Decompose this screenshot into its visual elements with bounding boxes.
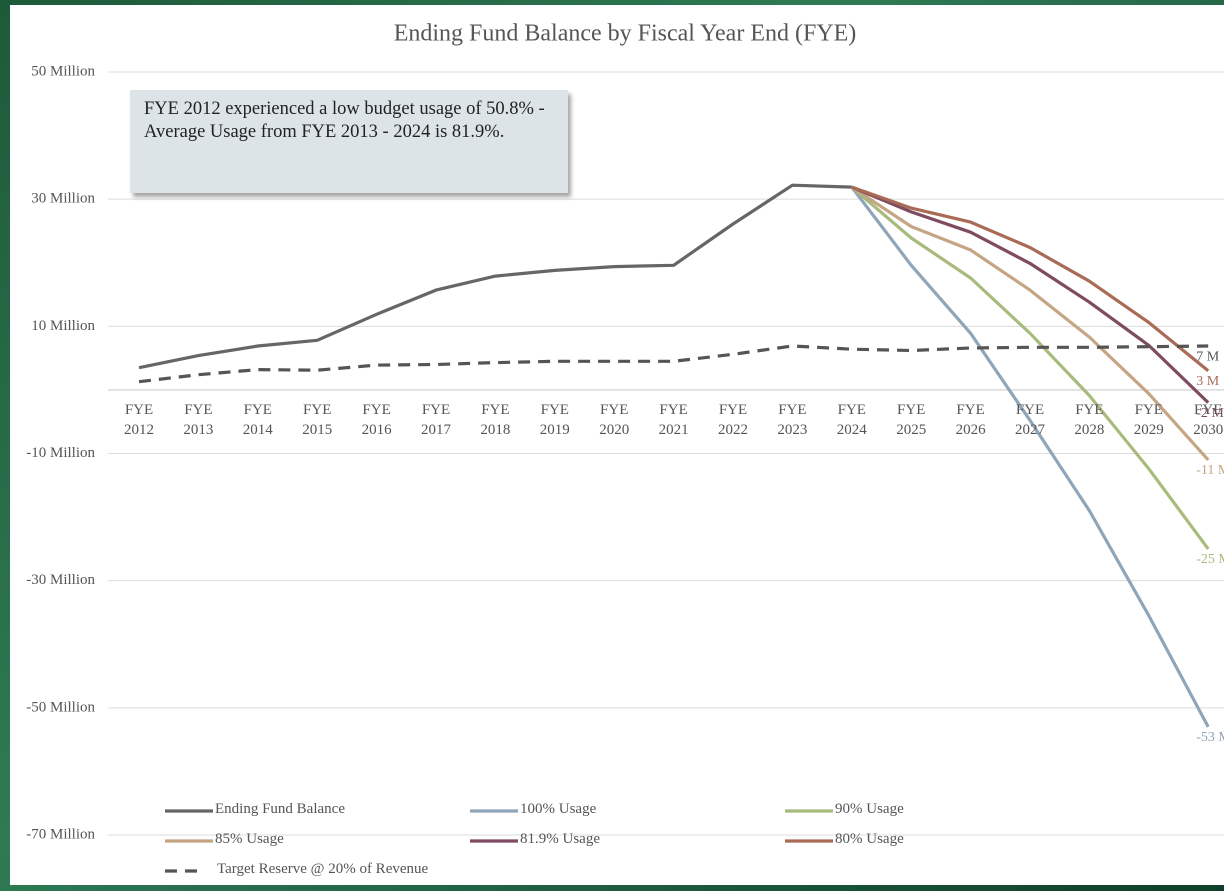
x-tick-label: FYE 2014 bbox=[232, 400, 284, 440]
x-tick-label: FYE 2024 bbox=[826, 400, 878, 440]
value-label: 3 M bbox=[1196, 374, 1220, 389]
x-tick-label: FYE 2027 bbox=[1004, 400, 1056, 440]
value-label: 7 M bbox=[1196, 349, 1220, 364]
value-label: -11 M bbox=[1196, 463, 1224, 478]
x-tick-label: FYE 2022 bbox=[707, 400, 759, 440]
x-tick-label: FYE 2021 bbox=[648, 400, 700, 440]
y-tick-label: -70 Million bbox=[26, 826, 95, 842]
y-tick-label: -10 Million bbox=[26, 445, 95, 461]
x-tick-label: FYE 2020 bbox=[588, 400, 640, 440]
x-tick-label: FYE 2018 bbox=[469, 400, 521, 440]
value-label: -53 M bbox=[1196, 730, 1224, 745]
legend-label: 100% Usage bbox=[520, 801, 596, 818]
x-tick-label: FYE 2013 bbox=[172, 400, 224, 440]
chart-title: Ending Fund Balance by Fiscal Year End (… bbox=[394, 21, 857, 47]
x-tick-label: FYE 2025 bbox=[885, 400, 937, 440]
y-tick-label: -30 Million bbox=[26, 572, 95, 588]
legend-label: 80% Usage bbox=[835, 831, 904, 848]
series-line bbox=[852, 187, 1208, 371]
x-tick-label: FYE 2026 bbox=[945, 400, 997, 440]
x-tick-label: FYE 2028 bbox=[1063, 400, 1115, 440]
value-label: -25 M bbox=[1196, 552, 1224, 567]
legend-label: 81.9% Usage bbox=[520, 831, 600, 848]
x-tick-label: FYE 2015 bbox=[291, 400, 343, 440]
chart-panel: Ending Fund Balance by Fiscal Year End (… bbox=[10, 5, 1224, 885]
x-tick-label: FYE 2017 bbox=[410, 400, 462, 440]
x-tick-label: FYE 2016 bbox=[351, 400, 403, 440]
x-tick-label: FYE 2030 bbox=[1182, 400, 1224, 440]
y-tick-label: -50 Million bbox=[26, 699, 95, 715]
page: {"chart_data": {"type": "line", "title":… bbox=[0, 0, 1224, 891]
legend-label: 85% Usage bbox=[215, 831, 284, 848]
x-tick-label: FYE 2029 bbox=[1123, 400, 1175, 440]
y-tick-label: 50 Million bbox=[31, 63, 95, 79]
legend-label: Ending Fund Balance bbox=[215, 801, 345, 818]
legend-label: 90% Usage bbox=[835, 801, 904, 818]
series-line bbox=[852, 187, 1208, 403]
x-tick-label: FYE 2019 bbox=[529, 400, 581, 440]
series-line bbox=[852, 187, 1208, 549]
legend-label: Target Reserve @ 20% of Revenue bbox=[217, 861, 428, 878]
x-tick-label: FYE 2023 bbox=[766, 400, 818, 440]
y-tick-label: 30 Million bbox=[31, 191, 95, 207]
series-line bbox=[852, 187, 1208, 727]
y-tick-label: 10 Million bbox=[31, 318, 95, 334]
annotation: FYE 2012 experienced a low budget usage … bbox=[130, 90, 568, 193]
x-tick-label: FYE 2012 bbox=[113, 400, 165, 440]
series-line bbox=[139, 185, 852, 368]
